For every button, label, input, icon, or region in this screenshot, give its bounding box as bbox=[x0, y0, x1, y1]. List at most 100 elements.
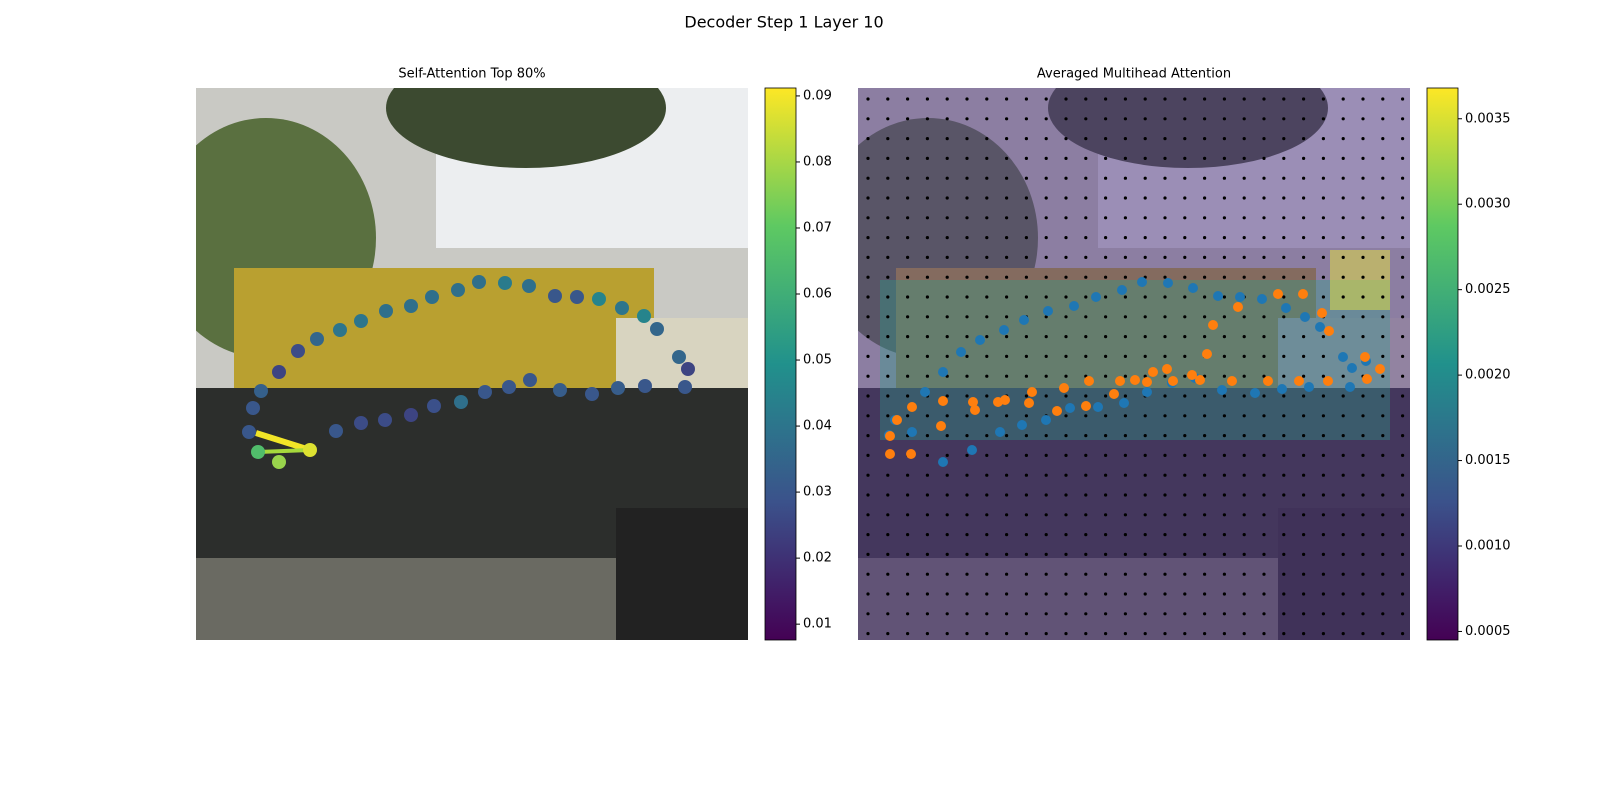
grid-dot bbox=[1183, 156, 1187, 160]
grid-dot bbox=[1024, 275, 1028, 279]
grid-dot bbox=[1203, 473, 1207, 477]
grid-dot bbox=[886, 335, 890, 339]
grid-dot bbox=[965, 572, 969, 576]
panel-image bbox=[196, 88, 748, 640]
grid-dot bbox=[1321, 354, 1325, 358]
grid-dot bbox=[925, 295, 930, 299]
grid-dot bbox=[1242, 315, 1246, 319]
grid-dot bbox=[1262, 275, 1266, 279]
grid-dot bbox=[1163, 394, 1167, 398]
grid-dot bbox=[1341, 176, 1345, 180]
grid-dot bbox=[1024, 97, 1028, 101]
point bbox=[1043, 306, 1053, 316]
grid-dot bbox=[1282, 315, 1286, 319]
point bbox=[938, 396, 948, 406]
grid-dot bbox=[1044, 612, 1048, 616]
point bbox=[1273, 289, 1283, 299]
grid-dot bbox=[925, 533, 930, 537]
grid-dot bbox=[945, 612, 949, 616]
grid-dot bbox=[1084, 552, 1088, 557]
grid-dot bbox=[886, 632, 890, 636]
grid-dot bbox=[1123, 493, 1127, 497]
grid-dot bbox=[866, 632, 870, 636]
grid-dot bbox=[965, 533, 969, 537]
grid-dot bbox=[1242, 572, 1246, 576]
point bbox=[291, 344, 305, 358]
grid-dot bbox=[1123, 97, 1127, 101]
grid-dot bbox=[1024, 255, 1028, 259]
grid-dot bbox=[1203, 315, 1207, 319]
grid-dot bbox=[1104, 275, 1108, 279]
grid-dot bbox=[1203, 236, 1207, 240]
grid-dot bbox=[1401, 275, 1405, 279]
grid-dot bbox=[1282, 592, 1286, 596]
grid-dot bbox=[1222, 275, 1226, 279]
grid-dot bbox=[1084, 315, 1088, 319]
grid-dot bbox=[1005, 572, 1009, 576]
grid-dot bbox=[925, 374, 930, 378]
grid-dot bbox=[906, 374, 910, 378]
point bbox=[1093, 402, 1103, 412]
grid-dot bbox=[1222, 552, 1226, 557]
grid-dot bbox=[1064, 176, 1068, 180]
grid-dot bbox=[1242, 473, 1246, 477]
grid-dot bbox=[1044, 315, 1048, 319]
grid-dot bbox=[1381, 176, 1385, 180]
point bbox=[1263, 376, 1273, 386]
grid-dot bbox=[1203, 176, 1207, 180]
grid-dot bbox=[1143, 552, 1147, 557]
grid-dot bbox=[1183, 434, 1187, 438]
grid-dot bbox=[1064, 216, 1068, 220]
grid-dot bbox=[965, 255, 969, 259]
grid-dot bbox=[1064, 137, 1068, 141]
grid-dot bbox=[866, 513, 870, 517]
grid-dot bbox=[1005, 176, 1009, 180]
point bbox=[1162, 364, 1172, 374]
grid-dot bbox=[1104, 196, 1108, 200]
grid-dot bbox=[1005, 295, 1009, 299]
grid-dot bbox=[1321, 513, 1325, 517]
grid-dot bbox=[1282, 552, 1286, 557]
grid-dot bbox=[1203, 117, 1207, 121]
grid-dot bbox=[1321, 137, 1325, 141]
grid-dot bbox=[1401, 97, 1405, 101]
grid-dot bbox=[1341, 255, 1345, 259]
grid-dot bbox=[1143, 295, 1147, 299]
point bbox=[1317, 308, 1327, 318]
colorbar-tick-label: 0.0035 bbox=[1465, 111, 1511, 126]
grid-dot bbox=[965, 117, 969, 121]
grid-dot bbox=[1143, 216, 1147, 220]
grid-dot bbox=[866, 473, 870, 477]
grid-dot bbox=[1222, 354, 1226, 358]
grid-dot bbox=[1401, 632, 1405, 636]
grid-dot bbox=[1262, 117, 1266, 121]
colorbar bbox=[764, 87, 797, 641]
grid-dot bbox=[945, 335, 949, 339]
grid-dot bbox=[925, 335, 930, 339]
grid-dot bbox=[1401, 513, 1405, 517]
grid-dot bbox=[1084, 255, 1088, 259]
grid-dot bbox=[1183, 315, 1187, 319]
grid-dot bbox=[1361, 414, 1365, 418]
grid-dot bbox=[1104, 533, 1108, 537]
grid-dot bbox=[1163, 572, 1167, 576]
grid-dot bbox=[886, 275, 890, 279]
point bbox=[404, 299, 418, 313]
grid-dot bbox=[1341, 295, 1345, 299]
grid-dot bbox=[1381, 216, 1385, 220]
grid-dot bbox=[1242, 453, 1246, 457]
grid-dot bbox=[1044, 137, 1048, 141]
grid-dot bbox=[886, 572, 890, 576]
grid-dot bbox=[1044, 434, 1048, 438]
grid-dot bbox=[1302, 572, 1306, 576]
grid-dot bbox=[1222, 236, 1226, 240]
point bbox=[638, 379, 652, 393]
grid-dot bbox=[1341, 374, 1345, 378]
point bbox=[611, 381, 625, 395]
grid-dot bbox=[1341, 137, 1345, 141]
grid-dot bbox=[1005, 137, 1009, 141]
grid-dot bbox=[1381, 612, 1385, 616]
grid-dot bbox=[1222, 434, 1226, 438]
grid-dot bbox=[1282, 572, 1286, 576]
point bbox=[1027, 387, 1037, 397]
